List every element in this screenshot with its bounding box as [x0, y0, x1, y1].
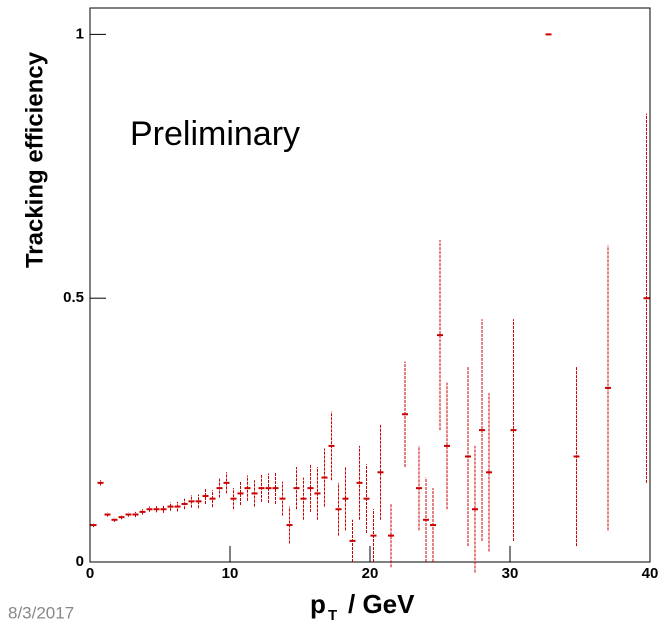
- y-tick-label: 1: [76, 25, 84, 42]
- x-tick-label: 10: [222, 565, 239, 582]
- footer-date: 8/3/2017: [8, 603, 74, 622]
- x-axis-label-unit: / GeV: [348, 589, 415, 619]
- y-axis-label: Tracking efficiency: [21, 51, 48, 268]
- annotation: Preliminary: [130, 115, 300, 153]
- plot-frame: [89, 7, 651, 563]
- y-tick-label: 0.5: [63, 289, 84, 306]
- x-tick-label: 30: [502, 565, 519, 582]
- x-tick-label: 40: [642, 565, 659, 582]
- x-axis-label-sub: T: [328, 607, 337, 624]
- x-tick-label: 0: [86, 565, 94, 582]
- y-tick-label: 0: [76, 553, 84, 570]
- x-tick-label: 20: [362, 565, 379, 582]
- x-axis-label: p: [310, 589, 326, 619]
